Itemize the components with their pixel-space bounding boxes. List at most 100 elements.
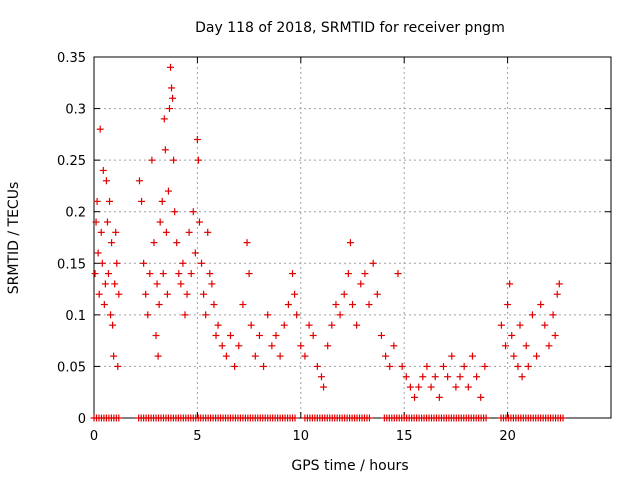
data-point bbox=[280, 321, 288, 329]
data-point bbox=[185, 228, 193, 236]
data-point bbox=[103, 218, 111, 226]
data-point bbox=[247, 321, 255, 329]
y-tick-label: 0.2 bbox=[65, 206, 86, 221]
data-point bbox=[204, 228, 212, 236]
plot-frame bbox=[93, 56, 612, 419]
data-point bbox=[142, 290, 150, 298]
data-point bbox=[291, 290, 299, 298]
data-point bbox=[165, 105, 173, 113]
data-point bbox=[193, 136, 201, 144]
data-point bbox=[260, 362, 268, 370]
data-point bbox=[175, 270, 183, 278]
data-point bbox=[464, 383, 472, 391]
data-point bbox=[206, 270, 214, 278]
data-point bbox=[171, 208, 179, 216]
data-point bbox=[452, 383, 460, 391]
data-point bbox=[161, 146, 169, 154]
data-point bbox=[506, 280, 514, 288]
data-point bbox=[324, 342, 332, 350]
data-point bbox=[200, 290, 208, 298]
data-point bbox=[154, 352, 162, 360]
data-point bbox=[291, 414, 299, 422]
data-point bbox=[181, 311, 189, 319]
data-point bbox=[251, 352, 259, 360]
data-point bbox=[549, 311, 557, 319]
data-point bbox=[160, 115, 168, 123]
data-point bbox=[146, 270, 154, 278]
data-point bbox=[349, 301, 356, 309]
data-point bbox=[167, 63, 175, 71]
data-point bbox=[481, 362, 489, 370]
data-point bbox=[91, 270, 99, 278]
data-point bbox=[460, 362, 468, 370]
data-point bbox=[482, 414, 490, 422]
data-point bbox=[155, 301, 163, 309]
data-point bbox=[514, 362, 522, 370]
y-tick-label: 0.15 bbox=[57, 257, 86, 272]
data-point bbox=[537, 301, 545, 309]
data-point bbox=[419, 373, 427, 381]
data-point bbox=[268, 342, 276, 350]
data-point bbox=[152, 331, 160, 339]
data-point bbox=[179, 259, 187, 267]
data-point bbox=[276, 352, 284, 360]
data-point bbox=[377, 331, 385, 339]
data-point bbox=[177, 280, 185, 288]
data-point bbox=[94, 249, 102, 257]
data-point bbox=[245, 270, 253, 278]
data-point bbox=[473, 373, 481, 381]
data-point bbox=[222, 352, 230, 360]
data-point bbox=[162, 228, 170, 236]
data-point bbox=[431, 373, 439, 381]
data-point bbox=[406, 383, 414, 391]
data-point bbox=[159, 270, 167, 278]
data-point bbox=[444, 373, 452, 381]
data-point bbox=[108, 239, 116, 247]
data-point bbox=[297, 342, 305, 350]
data-point bbox=[113, 259, 121, 267]
data-point bbox=[187, 270, 195, 278]
data-point bbox=[111, 280, 119, 288]
data-point bbox=[214, 321, 222, 329]
y-tick-label: 0.35 bbox=[57, 51, 86, 66]
data-point bbox=[336, 311, 344, 319]
data-point bbox=[153, 280, 161, 288]
data-point bbox=[99, 166, 107, 174]
data-point bbox=[198, 259, 206, 267]
data-point bbox=[109, 321, 117, 329]
data-point bbox=[305, 321, 313, 329]
data-point bbox=[369, 259, 377, 267]
data-point bbox=[448, 352, 456, 360]
data-point bbox=[427, 383, 435, 391]
data-point bbox=[173, 239, 181, 247]
data-point bbox=[255, 331, 263, 339]
data-point bbox=[415, 383, 423, 391]
data-point bbox=[477, 393, 485, 401]
data-point bbox=[110, 352, 118, 360]
data-point bbox=[365, 301, 373, 309]
data-point bbox=[138, 197, 146, 205]
data-point bbox=[264, 311, 272, 319]
data-point bbox=[191, 249, 199, 257]
data-point bbox=[144, 311, 152, 319]
data-point bbox=[168, 84, 176, 92]
data-point bbox=[169, 94, 177, 102]
y-tick-label: 0.1 bbox=[65, 309, 86, 324]
chart-title: Day 118 of 2018, SRMTID for receiver png… bbox=[195, 20, 505, 36]
x-tick-label: 0 bbox=[90, 429, 98, 444]
data-point bbox=[272, 331, 280, 339]
data-point bbox=[541, 321, 549, 329]
data-point bbox=[231, 362, 239, 370]
data-point bbox=[95, 290, 103, 298]
data-point bbox=[163, 290, 171, 298]
data-point bbox=[226, 331, 234, 339]
data-point bbox=[373, 290, 381, 298]
data-points bbox=[90, 63, 567, 422]
data-point bbox=[208, 280, 216, 288]
data-point bbox=[361, 270, 369, 278]
data-point bbox=[194, 156, 202, 164]
data-point bbox=[239, 301, 247, 309]
data-point bbox=[516, 321, 524, 329]
data-point bbox=[170, 156, 178, 164]
data-point bbox=[92, 218, 100, 226]
